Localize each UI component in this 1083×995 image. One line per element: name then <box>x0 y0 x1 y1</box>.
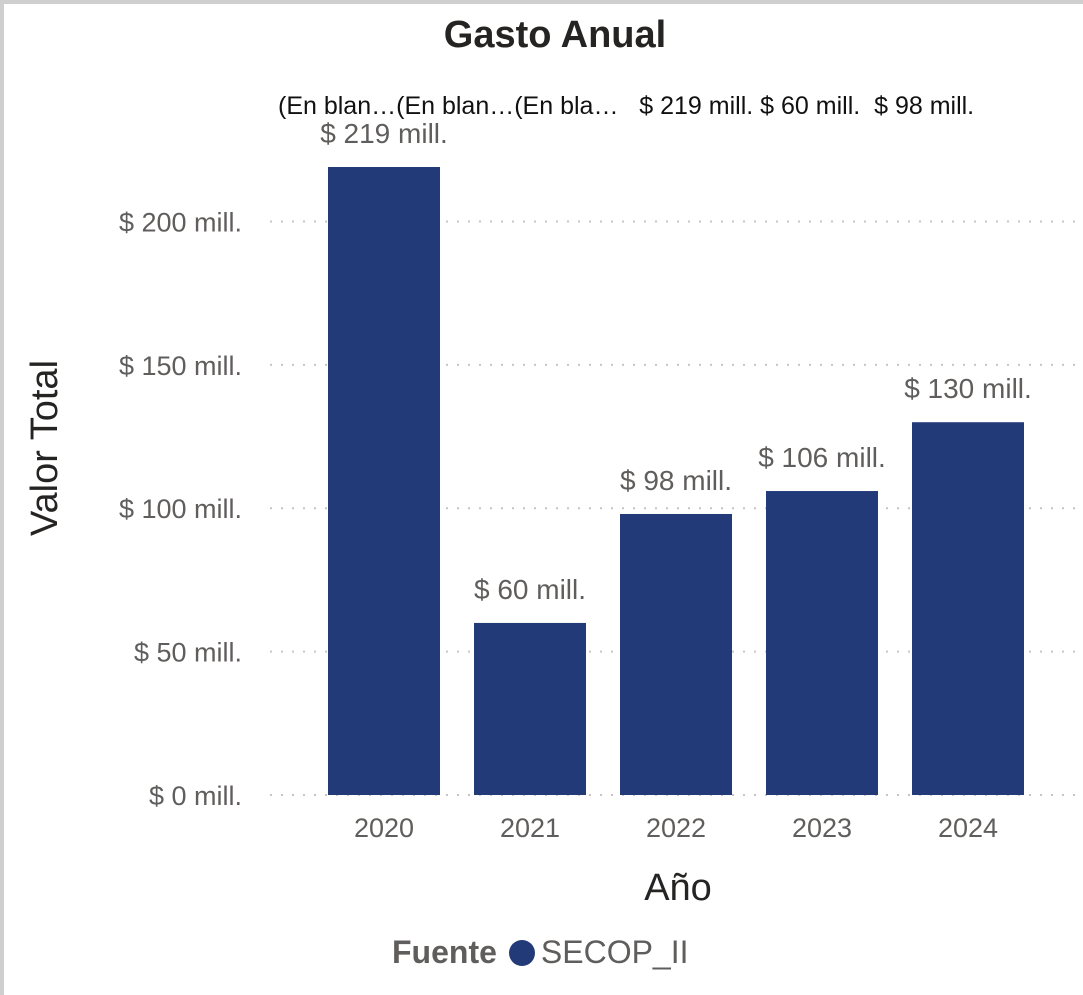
y-tick-label: $ 100 mill. <box>119 494 242 524</box>
y-tick-label: $ 0 mill. <box>149 781 242 811</box>
x-tick-label: 2020 <box>354 813 414 843</box>
x-axis-ticks: 2020 2021 2022 2023 2024 <box>354 813 998 843</box>
legend-title: Fuente <box>392 934 497 970</box>
data-label: $ 98 mill. <box>620 465 732 496</box>
legend-entry: SECOP_II <box>540 934 689 970</box>
legend: Fuente SECOP_II <box>392 934 689 971</box>
y-tick-label: $ 50 mill. <box>134 638 242 668</box>
y-axis-ticks: $ 0 mill. $ 50 mill. $ 100 mill. $ 150 mill… <box>119 207 242 811</box>
y-tick-label: $ 200 mill. <box>119 207 242 237</box>
y-axis-title: Valor Total <box>24 360 66 536</box>
bar[interactable] <box>328 167 440 795</box>
chart-title: Gasto Anual <box>443 14 667 56</box>
bar[interactable] <box>474 622 586 795</box>
bar[interactable] <box>620 513 732 795</box>
x-axis-title: Año <box>644 867 712 909</box>
bar[interactable] <box>912 422 1024 795</box>
y-tick-label: $ 150 mill. <box>119 351 242 381</box>
x-tick-label: 2022 <box>646 813 706 843</box>
bar[interactable] <box>766 491 878 795</box>
bars: $ 219 mill. $ 60 mill. $ 98 mill. $ 106 mil… <box>320 118 1032 795</box>
x-tick-label: 2021 <box>500 813 560 843</box>
data-label: $ 130 mill. <box>904 373 1032 404</box>
data-label: $ 219 mill. <box>320 118 448 149</box>
data-label: $ 106 mill. <box>758 442 886 473</box>
legend-marker-icon <box>508 939 535 966</box>
data-label: $ 60 mill. <box>474 574 586 605</box>
x-tick-label: 2024 <box>938 813 998 843</box>
x-tick-label: 2023 <box>792 813 852 843</box>
overflow-data-labels: (En blan…(En blan…(En bla… $ 219 mill. $… <box>278 92 975 120</box>
